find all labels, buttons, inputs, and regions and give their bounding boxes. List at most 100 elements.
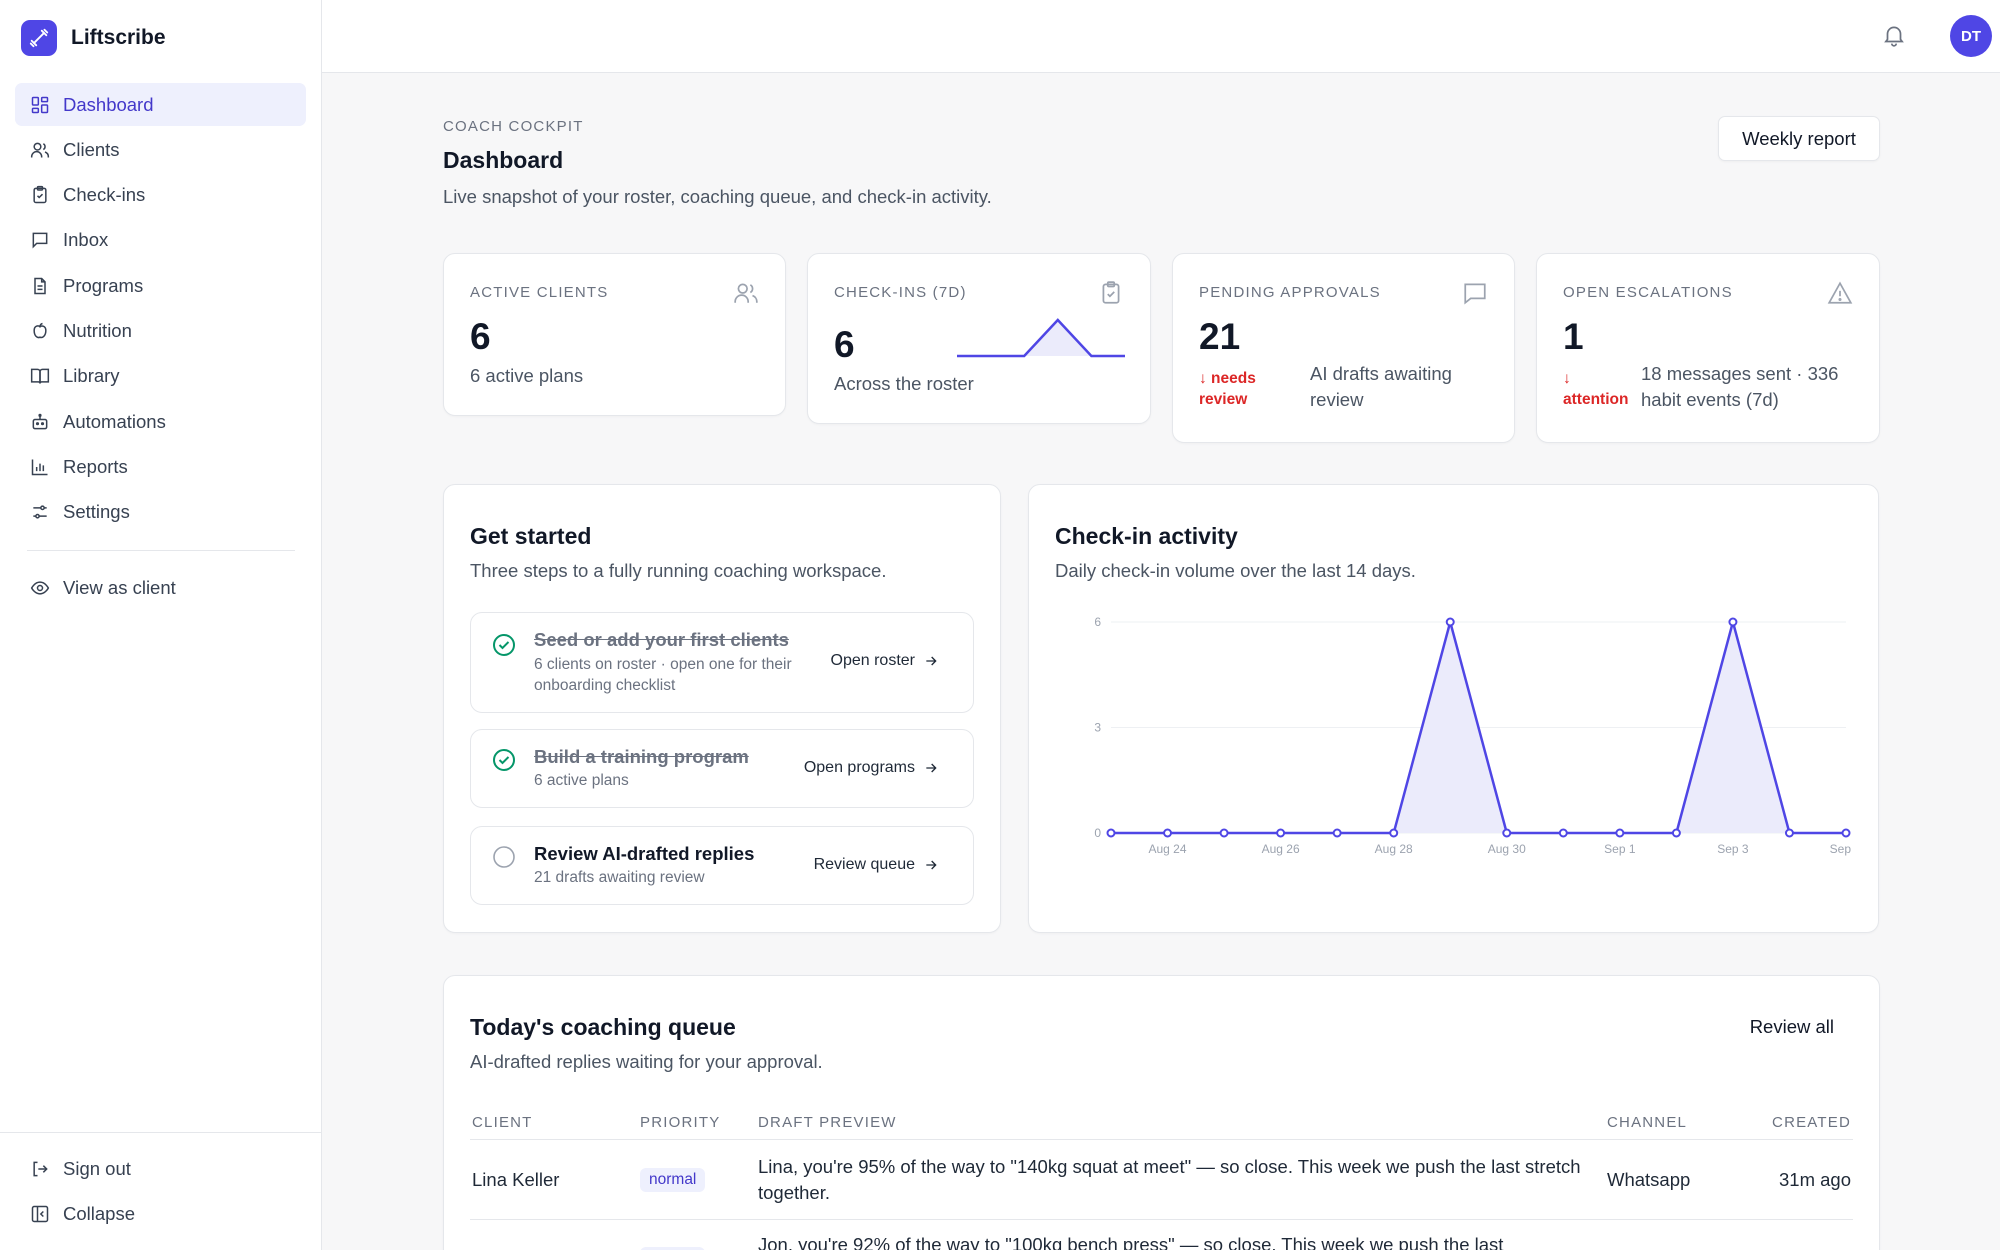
column-header-draft-preview[interactable]: DRAFT PREVIEW bbox=[758, 1114, 897, 1131]
data-point[interactable] bbox=[1502, 828, 1512, 838]
step-desc: 21 drafts awaiting review bbox=[534, 869, 705, 886]
check-circle-icon bbox=[493, 749, 515, 771]
collapse-label: Collapse bbox=[63, 1202, 135, 1224]
avatar[interactable]: DT bbox=[1950, 15, 1992, 57]
sidebar-item-dashboard[interactable]: Dashboard bbox=[15, 83, 306, 126]
data-point[interactable] bbox=[1219, 828, 1229, 838]
sidebar-item-label: Reports bbox=[63, 455, 128, 477]
open-programs-link[interactable]: Open programs bbox=[804, 759, 939, 777]
users-icon bbox=[30, 142, 50, 158]
data-point[interactable] bbox=[1389, 828, 1399, 838]
get-started-subtitle: Three steps to a fully running coaching … bbox=[470, 560, 887, 581]
sidebar-item-nutrition[interactable]: Nutrition bbox=[15, 309, 306, 352]
page-title: Dashboard bbox=[443, 147, 564, 173]
data-point[interactable] bbox=[1558, 828, 1568, 838]
circle-icon[interactable] bbox=[492, 845, 516, 869]
priority-badge: normal bbox=[640, 1247, 706, 1250]
view-as-client-link[interactable]: View as client bbox=[15, 566, 306, 611]
book-open-icon bbox=[30, 368, 50, 384]
step-link-label: Open roster bbox=[830, 652, 915, 669]
review-all-button[interactable]: Review all bbox=[1749, 1016, 1834, 1037]
sidebar-item-settings[interactable]: Settings bbox=[15, 491, 306, 534]
series-line bbox=[1111, 620, 1846, 835]
grid-icon bbox=[31, 96, 49, 113]
data-point[interactable] bbox=[1163, 828, 1173, 838]
sidebar-item-inbox[interactable]: Inbox bbox=[15, 219, 306, 262]
get-started-title: Get started bbox=[470, 523, 592, 549]
stat-card-pending-approvals: PENDING APPROVALS 21 ↓ needs review AI d… bbox=[1172, 253, 1515, 443]
x-tick-label: Aug 30 bbox=[1488, 842, 1526, 856]
log-out-icon bbox=[33, 1161, 48, 1176]
sidebar-item-check-ins[interactable]: Check-ins bbox=[15, 174, 306, 217]
data-point[interactable] bbox=[1615, 828, 1625, 838]
data-point[interactable] bbox=[1276, 828, 1286, 838]
sidebar-item-programs[interactable]: Programs bbox=[15, 264, 306, 307]
step-item: Review AI-drafted replies 21 drafts awai… bbox=[470, 826, 974, 905]
step-item: Seed or add your first clients 6 clients… bbox=[470, 612, 974, 713]
collapse-button[interactable]: Collapse bbox=[15, 1192, 307, 1235]
table-header-divider bbox=[470, 1139, 1853, 1140]
column-header-created[interactable]: CREATED bbox=[1772, 1114, 1851, 1131]
view-as-client-item[interactable]: View as client bbox=[15, 566, 306, 609]
get-started-card: Get started Three steps to a fully runni… bbox=[443, 484, 1001, 933]
step-item: Build a training program 6 active plans … bbox=[470, 729, 974, 808]
check-in-activity-card: Check-in activity Daily check-in volume … bbox=[1028, 484, 1879, 933]
x-tick-label: Sep 1 bbox=[1604, 842, 1636, 856]
row-divider bbox=[470, 1219, 1853, 1220]
data-point[interactable] bbox=[1445, 617, 1455, 627]
stat-value: 21 bbox=[1199, 316, 1241, 357]
arrow-right-icon bbox=[926, 763, 937, 773]
check-ins-sparkline bbox=[957, 318, 1125, 358]
file-text-icon bbox=[34, 277, 46, 294]
bot-icon bbox=[32, 413, 48, 429]
cell-draft-preview: Lina, you're 95% of the way to "140kg sq… bbox=[758, 1156, 1581, 1203]
column-header-channel[interactable]: CHANNEL bbox=[1607, 1114, 1688, 1131]
step-link-label: Open programs bbox=[803, 759, 915, 776]
step-desc: 6 clients on roster · open one for their… bbox=[534, 656, 792, 694]
column-header-client[interactable]: CLIENT bbox=[472, 1114, 533, 1131]
stat-value: 1 bbox=[1563, 316, 1584, 357]
y-tick-label: 0 bbox=[1094, 826, 1101, 840]
review-queue-link[interactable]: Review queue bbox=[814, 856, 939, 874]
step-link-label: Review queue bbox=[813, 856, 915, 873]
page-subtitle: Live snapshot of your roster, coaching q… bbox=[443, 186, 992, 207]
data-point[interactable] bbox=[1332, 828, 1342, 838]
sign-out-button[interactable]: Sign out bbox=[15, 1147, 307, 1190]
stat-label: PENDING APPROVALS bbox=[1199, 284, 1381, 301]
cell-created: 31m ago bbox=[1779, 1169, 1851, 1190]
alert-triangle-icon bbox=[1827, 281, 1853, 304]
data-point[interactable] bbox=[1784, 828, 1794, 838]
sidebar-item-reports[interactable]: Reports bbox=[15, 445, 306, 488]
sidebar-item-label: Clients bbox=[63, 138, 120, 160]
sliders-icon bbox=[33, 505, 47, 519]
priority-badge: normal bbox=[640, 1168, 706, 1192]
bell-icon[interactable] bbox=[1881, 22, 1907, 48]
stat-label: CHECK-INS (7D) bbox=[834, 284, 967, 301]
step-title: Review AI-drafted replies bbox=[534, 843, 755, 864]
sidebar-item-library[interactable]: Library bbox=[15, 355, 306, 398]
stat-foot: Across the roster bbox=[834, 373, 974, 394]
queue-subtitle: AI-drafted replies waiting for your appr… bbox=[470, 1051, 823, 1072]
cell-draft-preview: Jon, you're 92% of the way to "100kg ben… bbox=[758, 1234, 1504, 1250]
sidebar-nav: Dashboard Clients Check-ins Inbox Progra… bbox=[15, 83, 306, 536]
step-desc: 6 active plans bbox=[534, 772, 629, 789]
clipboard-check-icon bbox=[1102, 281, 1120, 304]
stat-label: ACTIVE CLIENTS bbox=[470, 284, 609, 301]
weekly-report-button[interactable]: Weekly report bbox=[1718, 116, 1880, 161]
data-point[interactable] bbox=[1671, 828, 1681, 838]
column-header-priority[interactable]: PRIORITY bbox=[640, 1114, 721, 1131]
stat-delta: ↓ attention bbox=[1563, 370, 1629, 408]
stat-label: OPEN ESCALATIONS bbox=[1563, 284, 1733, 301]
sidebar-item-label: Library bbox=[63, 365, 120, 387]
data-point[interactable] bbox=[1106, 828, 1116, 838]
check-in-activity-chart: 0 3 6 Aug 24 Aug 26 Aug 28 Aug 30 Sep 1 Sep 3 Sep bbox=[1094, 615, 1851, 856]
sidebar-item-automations[interactable]: Automations bbox=[15, 400, 306, 443]
sidebar-item-clients[interactable]: Clients bbox=[15, 128, 306, 171]
apple-icon bbox=[33, 322, 47, 339]
view-as-client-label: View as client bbox=[63, 576, 176, 598]
brand[interactable]: Liftscribe bbox=[21, 20, 166, 56]
open-roster-link[interactable]: Open roster bbox=[831, 652, 939, 670]
y-tick-label: 6 bbox=[1094, 615, 1101, 629]
data-point[interactable] bbox=[1841, 828, 1851, 838]
data-point[interactable] bbox=[1728, 617, 1738, 627]
